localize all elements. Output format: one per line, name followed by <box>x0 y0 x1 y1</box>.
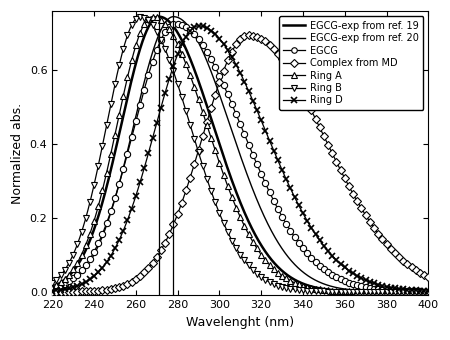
Legend: EGCG-exp from ref. 19, EGCG-exp from ref. 20, EGCG, Complex from MD, Ring A, Rin: EGCG-exp from ref. 19, EGCG-exp from ref… <box>279 16 423 110</box>
X-axis label: Wavelenght (nm): Wavelenght (nm) <box>186 316 294 329</box>
Y-axis label: Normalized abs.: Normalized abs. <box>11 103 24 204</box>
